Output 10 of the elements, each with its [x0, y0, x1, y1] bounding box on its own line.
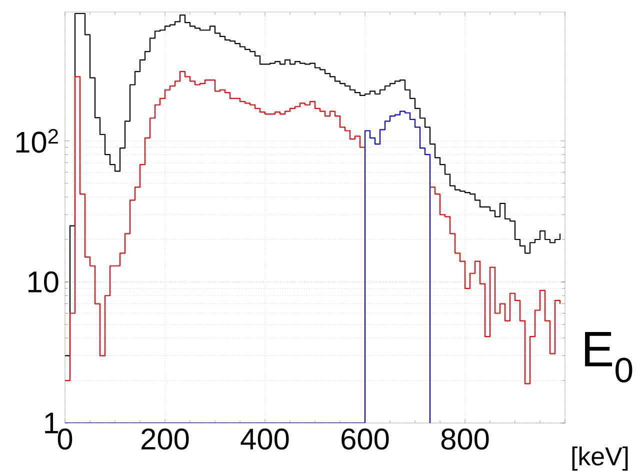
y-tick-label: 10: [28, 271, 58, 293]
x-tick-label: 400: [240, 428, 289, 450]
x-axis-title: E$_{0}$: [585, 332, 632, 382]
text: [keV]: [572, 446, 628, 471]
y-tick-label: 10$^{2}$: [16, 128, 58, 153]
x-tick-label: 200: [142, 428, 189, 450]
y-tick-label: 1: [45, 412, 58, 434]
x-tick-label: 600: [342, 428, 389, 450]
x-tick-label: 0: [58, 428, 72, 450]
x-tick-label: 800: [441, 428, 489, 450]
